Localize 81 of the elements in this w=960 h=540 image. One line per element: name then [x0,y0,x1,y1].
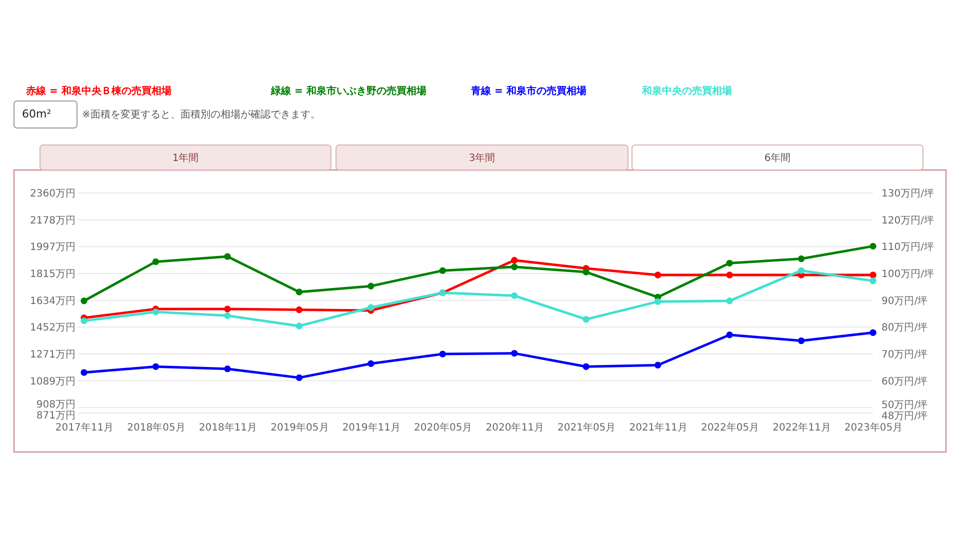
y2-tick-label: 70万円/坪 [882,348,928,360]
x-tick-label: 2019年05月 [270,422,329,434]
point [80,369,88,376]
text: 1年間 [172,152,199,164]
point [296,306,303,314]
point [224,312,231,319]
point [368,304,374,311]
x-tick-label: 2020年05月 [414,422,472,434]
point [726,260,733,267]
point [798,337,805,344]
x-tick-label: 2021年05月 [557,422,616,434]
y2-tick-label: 130万円/坪 [882,188,934,200]
point [439,350,446,358]
point [654,362,662,368]
y2-tick-label: 50万円/坪 [882,398,928,411]
text: 青線 = 和泉市の売買相場 [470,85,586,97]
y2-tick-label: 60万円/坪 [882,375,928,388]
point [80,298,88,304]
point [582,268,590,276]
point [152,363,160,370]
text: 6年間 [764,152,791,164]
y2-tick-label: 100万円/坪 [882,268,934,280]
x-tick-label: 2023年05月 [844,422,903,434]
point [296,288,303,296]
point [296,374,303,382]
text: 赤線 = 和泉中央Ｂ棟の売買相場 [25,85,172,97]
text: 60m² [22,108,52,120]
x-tick-label: 2022年11月 [772,422,831,434]
y2-tick-label: 120万円/坪 [882,214,934,226]
point [511,264,518,270]
point [582,316,590,323]
y2-tick-label: 80万円/坪 [882,322,928,334]
point [224,253,231,260]
point [870,272,876,278]
point [152,308,160,316]
point [511,292,518,300]
point [224,365,231,372]
y-tick-label: 871万円 [36,410,76,422]
point [654,298,662,305]
y2-tick-label: 110万円/坪 [882,241,934,254]
text: 緑線 = 和泉市いぶき野の売買相場 [270,85,426,97]
y-tick-label: 2178万円 [30,215,76,226]
point [798,267,805,274]
point [654,272,662,278]
y-tick-label: 1271万円 [30,349,76,360]
point [511,256,518,264]
y-tick-label: 1634万円 [30,296,76,307]
point [224,306,231,312]
y-tick-label: 908万円 [36,400,76,411]
point [726,331,733,338]
y2-tick-label: 48万円/坪 [882,410,928,422]
point [80,317,88,324]
point [296,322,303,330]
x-tick-label: 2020年11月 [486,422,544,434]
x-tick-label: 2021年11月 [629,422,688,434]
point [582,363,590,370]
text: 和泉中央の売買相場 [641,85,732,97]
point [368,360,374,367]
y-tick-label: 1997万円 [30,242,76,254]
point [798,255,805,262]
point [726,272,733,278]
point [152,258,160,266]
point [511,350,518,357]
x-tick-label: 2022年05月 [700,422,760,434]
text: 3年間 [468,152,496,164]
y-tick-label: 1089万円 [30,376,76,388]
y-tick-label: 1452万円 [30,322,76,334]
y-tick-label: 1815万円 [30,269,76,280]
point [870,329,876,336]
point [870,242,876,250]
y2-tick-label: 90万円/坪 [882,294,928,307]
x-tick-label: 2018年05月 [127,422,186,434]
x-tick-label: 2018年11月 [198,422,258,434]
x-tick-label: 2019年11月 [342,422,401,434]
y-tick-label: 2360万円 [30,188,76,200]
point [870,278,876,284]
text: ※面積を変更すると、面積別の相場が確認できます。 [82,108,320,120]
point [439,267,446,274]
point [726,298,733,304]
x-tick-label: 2017年11月 [55,422,114,434]
point [368,282,374,290]
